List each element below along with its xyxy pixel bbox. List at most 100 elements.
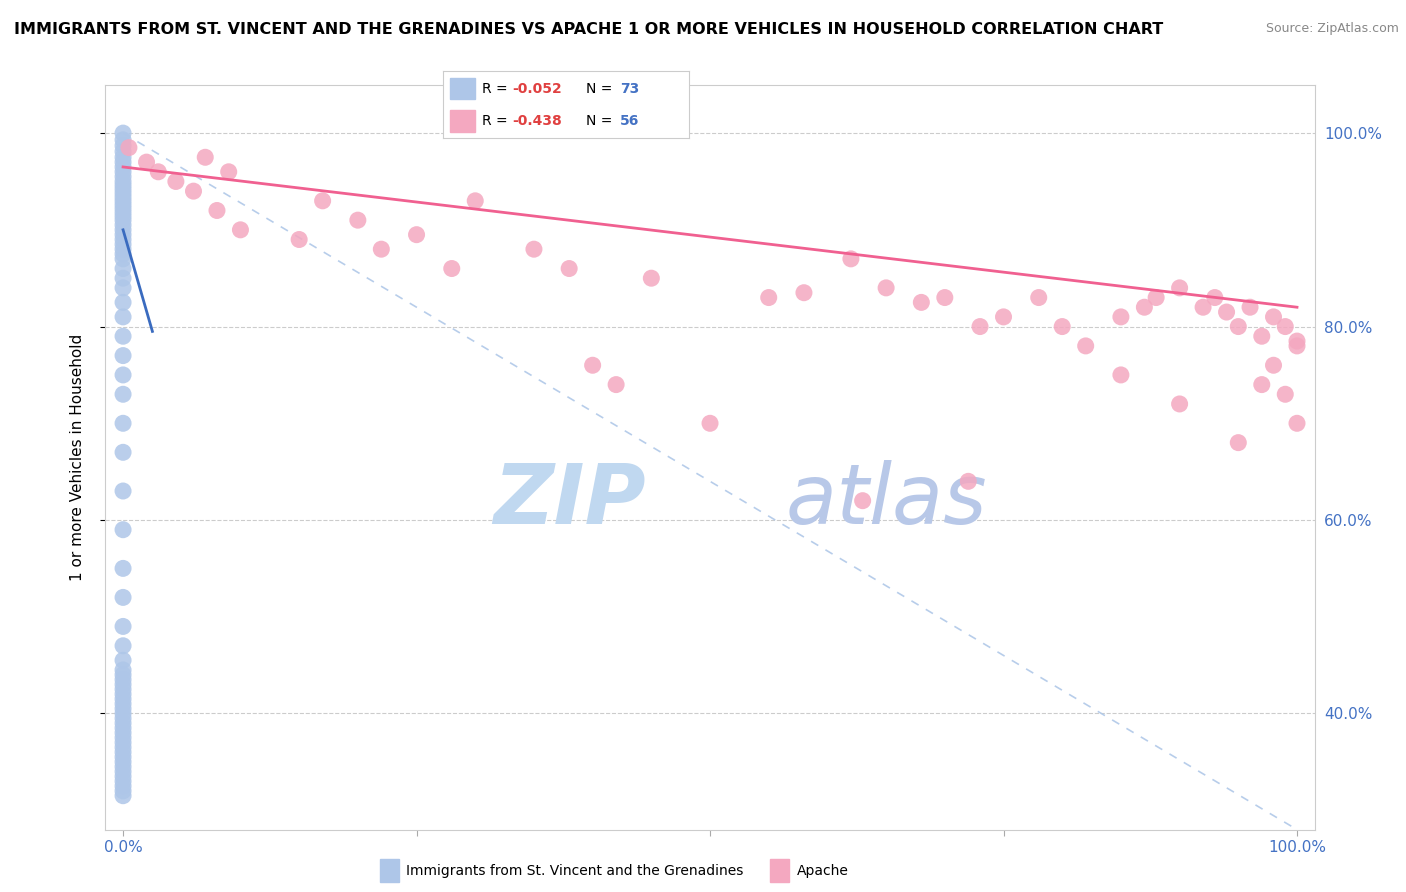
Point — [758, 291, 780, 305]
Point — [112, 310, 135, 324]
Point — [183, 184, 205, 198]
Point — [112, 155, 135, 169]
Point — [112, 483, 135, 498]
Point — [112, 701, 135, 715]
Point — [112, 165, 135, 179]
Text: R =: R = — [482, 114, 512, 128]
Point — [1215, 305, 1237, 319]
Point — [112, 150, 135, 164]
Point — [112, 667, 135, 681]
Text: 73: 73 — [620, 82, 640, 95]
Point — [112, 682, 135, 697]
Point — [957, 475, 980, 489]
Point — [288, 233, 311, 247]
Point — [112, 653, 135, 667]
Point — [112, 561, 135, 575]
Point — [558, 261, 581, 276]
Point — [112, 663, 135, 677]
Text: Source: ZipAtlas.com: Source: ZipAtlas.com — [1265, 22, 1399, 36]
Text: -0.052: -0.052 — [512, 82, 561, 95]
Point — [112, 735, 135, 749]
Point — [1168, 397, 1191, 411]
Point — [112, 133, 135, 147]
Point — [1028, 291, 1050, 305]
Point — [112, 242, 135, 256]
Bar — [770, 859, 790, 882]
Point — [112, 145, 135, 159]
Point — [699, 417, 721, 431]
Point — [112, 227, 135, 242]
Point — [112, 619, 135, 633]
Text: -0.438: -0.438 — [512, 114, 561, 128]
Text: N =: N = — [585, 114, 616, 128]
Point — [112, 755, 135, 769]
Point — [875, 281, 897, 295]
Point — [1263, 310, 1285, 324]
Point — [112, 252, 135, 266]
Point — [112, 445, 135, 459]
Point — [311, 194, 333, 208]
Point — [839, 252, 862, 266]
Point — [112, 711, 135, 725]
Point — [112, 190, 135, 204]
Text: ZIP: ZIP — [494, 460, 645, 541]
Point — [582, 358, 605, 372]
Point — [112, 750, 135, 764]
Point — [112, 716, 135, 731]
Point — [1285, 339, 1308, 353]
Text: Apache: Apache — [796, 863, 848, 878]
Bar — [450, 110, 475, 131]
Point — [112, 223, 135, 237]
Point — [112, 726, 135, 740]
Point — [993, 310, 1015, 324]
Point — [112, 213, 135, 227]
Point — [112, 205, 135, 219]
Point — [969, 319, 991, 334]
Point — [112, 368, 135, 382]
Point — [1227, 435, 1250, 450]
Point — [440, 261, 463, 276]
Point — [1250, 329, 1272, 343]
Bar — [380, 859, 399, 882]
Point — [1168, 281, 1191, 295]
Point — [793, 285, 815, 300]
Point — [464, 194, 486, 208]
Point — [640, 271, 662, 285]
Point — [112, 774, 135, 789]
Point — [118, 140, 141, 154]
Text: IMMIGRANTS FROM ST. VINCENT AND THE GRENADINES VS APACHE 1 OR MORE VEHICLES IN H: IMMIGRANTS FROM ST. VINCENT AND THE GREN… — [14, 22, 1163, 37]
Point — [135, 155, 157, 169]
Point — [347, 213, 370, 227]
Point — [112, 295, 135, 310]
Point — [112, 769, 135, 783]
Point — [112, 194, 135, 208]
Point — [229, 223, 252, 237]
Point — [112, 138, 135, 153]
Point — [112, 523, 135, 537]
Point — [112, 706, 135, 721]
Point — [112, 126, 135, 140]
Point — [1050, 319, 1073, 334]
Point — [112, 182, 135, 196]
Point — [1239, 300, 1261, 314]
Point — [405, 227, 427, 242]
Point — [1144, 291, 1167, 305]
Point — [148, 165, 170, 179]
Point — [112, 349, 135, 363]
Point — [1263, 358, 1285, 372]
Point — [112, 247, 135, 261]
Point — [112, 677, 135, 691]
Point — [205, 203, 228, 218]
Point — [112, 186, 135, 200]
Point — [112, 233, 135, 247]
Point — [112, 673, 135, 687]
Point — [1074, 339, 1097, 353]
Point — [1204, 291, 1226, 305]
Point — [112, 784, 135, 798]
Point — [1274, 319, 1296, 334]
Point — [112, 740, 135, 755]
Point — [112, 745, 135, 759]
Point — [112, 760, 135, 774]
Point — [112, 237, 135, 252]
Point — [112, 281, 135, 295]
